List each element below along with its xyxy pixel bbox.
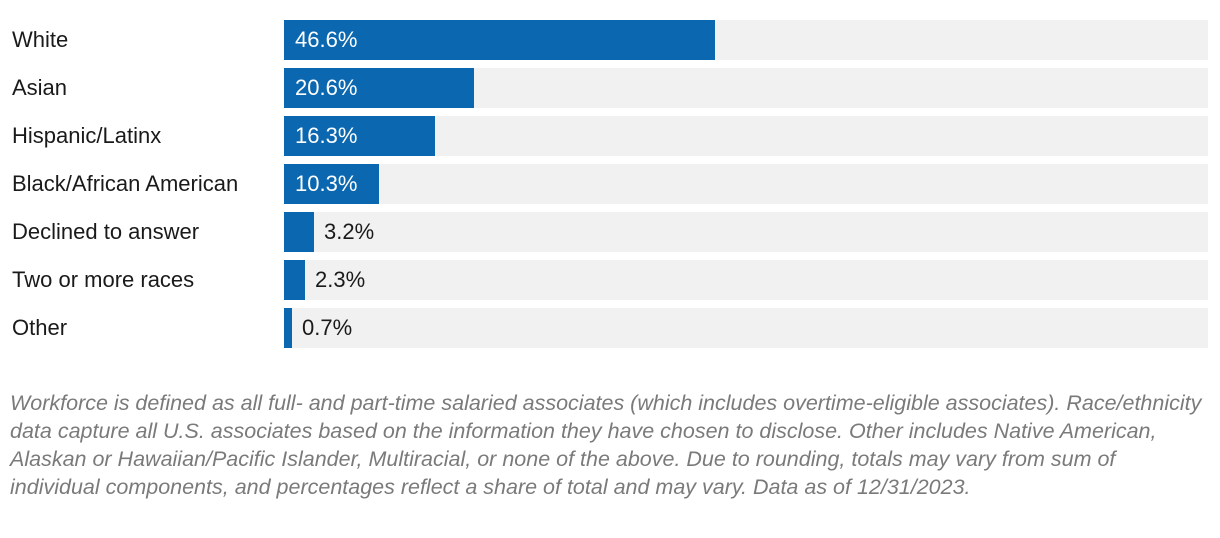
bar: [284, 68, 474, 108]
value-label: 46.6%: [295, 27, 358, 52]
bar: [284, 308, 292, 348]
category-label: Black/African American: [12, 171, 239, 196]
bar-track: 0.7%: [284, 308, 1208, 348]
bar-track: 10.3%: [284, 164, 1208, 204]
bar-track: 16.3%: [284, 116, 1208, 156]
chart-row: Declined to answer 3.2%: [0, 212, 1220, 252]
bar-track: 2.3%: [284, 260, 1208, 300]
bar: [284, 260, 305, 300]
bar: [284, 20, 715, 60]
category-label: Two or more races: [12, 267, 195, 292]
bar: [284, 212, 314, 252]
chart-row: Two or more races 2.3%: [0, 260, 1220, 300]
category-label: Declined to answer: [12, 219, 200, 244]
value-label: 16.3%: [295, 123, 358, 148]
value-label: 3.2%: [324, 219, 375, 244]
bar: [284, 164, 379, 204]
bar-chart: White 46.6% Asian 20.6% Hispanic/Latinx 16.3%…: [0, 20, 1220, 348]
chart-row: Asian 20.6%: [0, 68, 1220, 108]
value-label: 20.6%: [295, 75, 358, 100]
chart-row: White 46.6%: [0, 20, 1220, 60]
chart-row: Black/African American 10.3%: [0, 164, 1220, 204]
value-label: 0.7%: [302, 315, 353, 340]
category-label: White: [12, 27, 69, 52]
value-label: 2.3%: [315, 267, 366, 292]
value-label: 10.3%: [295, 171, 358, 196]
category-label: Hispanic/Latinx: [12, 123, 162, 148]
category-label: Asian: [12, 75, 68, 100]
chart-row: Hispanic/Latinx 16.3%: [0, 116, 1220, 156]
bar: [284, 116, 435, 156]
bar-track: 3.2%: [284, 212, 1208, 252]
category-label: Other: [12, 315, 68, 340]
footnote: Workforce is defined as all full- and pa…: [10, 391, 1202, 499]
bar-track: 20.6%: [284, 68, 1208, 108]
bar-track: 46.6%: [284, 20, 1208, 60]
chart-row: Other 0.7%: [0, 308, 1220, 348]
